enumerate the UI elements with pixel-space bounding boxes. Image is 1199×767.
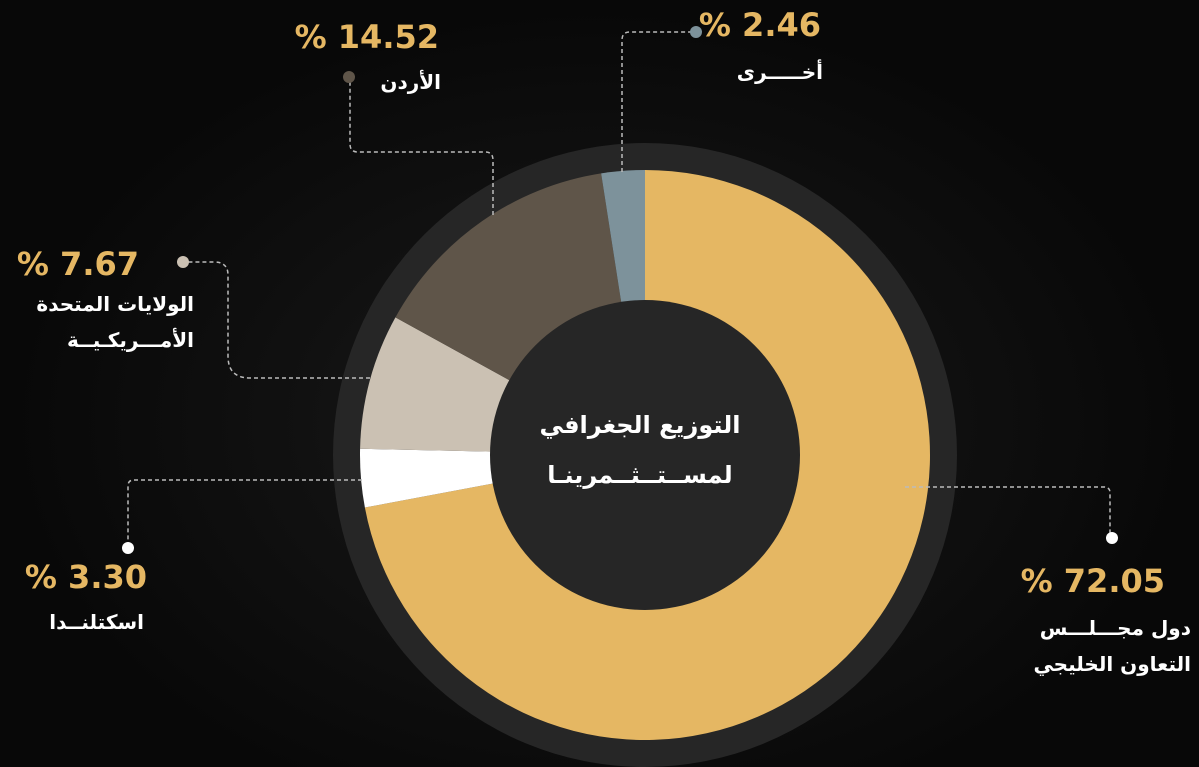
leader-dot [343, 71, 355, 83]
chart-title: التوزيع الجغرافي لمســتــثــمرينـا [539, 411, 741, 489]
value-label: % 3.30 [24, 558, 147, 596]
leader-line [905, 486, 1111, 538]
donut-hole [490, 300, 800, 610]
value-label: % 2.46 [698, 6, 821, 44]
leader-line [183, 261, 370, 379]
category-label: الأردن [380, 70, 441, 94]
category-label: الولايات المتحدة الأمـــريكـيــة [36, 292, 194, 352]
category-label: أخـــــرى [736, 60, 823, 84]
leader-line [127, 479, 362, 548]
leader-dot [1106, 532, 1118, 544]
leader-dot [122, 542, 134, 554]
value-label: % 7.67 [16, 245, 139, 283]
leader-dot [690, 26, 702, 38]
value-label: % 14.52 [294, 18, 439, 56]
leader-dot [177, 256, 189, 268]
value-label: % 72.05 [1020, 562, 1165, 600]
category-label: اسكتلنــدا [49, 610, 144, 634]
leader-line [349, 77, 494, 215]
category-label: دول مجـــلـــس التعاون الخليجي [1033, 616, 1191, 676]
